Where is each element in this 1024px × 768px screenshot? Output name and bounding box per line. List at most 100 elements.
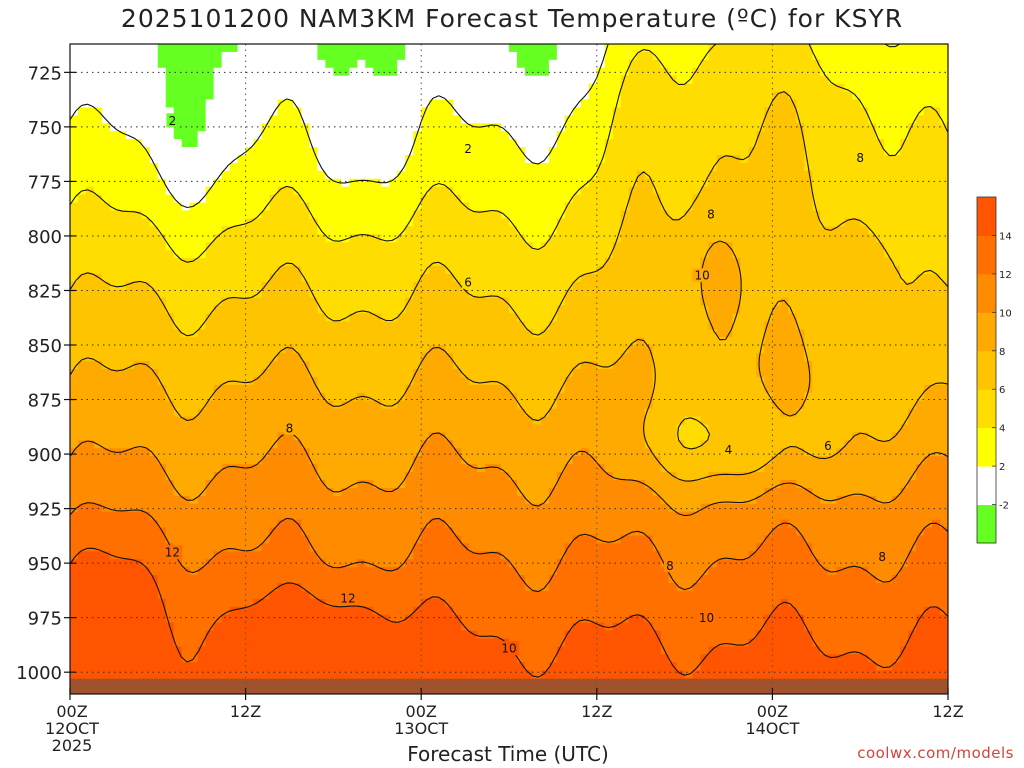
temperature-cell xyxy=(285,614,295,624)
temperature-cell xyxy=(501,543,510,552)
temperature-cell xyxy=(285,115,295,124)
temperature-cell xyxy=(197,392,207,402)
temperature-cell xyxy=(125,44,135,53)
temperature-cell xyxy=(197,535,207,544)
temperature-cell xyxy=(109,321,119,330)
temperature-cell xyxy=(293,273,303,283)
temperature-cell xyxy=(397,67,406,77)
temperature-cell xyxy=(469,242,478,251)
temperature-cell xyxy=(524,281,534,291)
temperature-cell xyxy=(365,281,374,291)
temperature-cell xyxy=(373,361,382,370)
temperature-cell xyxy=(301,448,311,457)
temperature-cell xyxy=(445,305,454,315)
temperature-cell xyxy=(189,297,199,307)
temperature-cell xyxy=(445,638,454,648)
temperature-cell xyxy=(532,543,542,552)
temperature-cell xyxy=(309,567,319,576)
temperature-cell xyxy=(397,527,406,537)
temperature-cell xyxy=(157,448,167,457)
temperature-cell xyxy=(157,345,167,354)
temperature-cell xyxy=(516,44,526,53)
temperature-cell xyxy=(70,416,79,426)
temperature-cell xyxy=(189,250,199,259)
temperature-cell xyxy=(357,622,366,632)
temperature-cell xyxy=(70,202,79,212)
temperature-cell xyxy=(261,250,271,259)
temperature-cell xyxy=(309,353,319,362)
temperature-cell xyxy=(461,170,470,180)
temperature-cell xyxy=(373,622,382,632)
temperature-cell xyxy=(237,416,247,426)
temperature-cell xyxy=(173,464,183,473)
temperature-cell xyxy=(197,91,207,101)
temperature-cell xyxy=(397,503,406,513)
temperature-cell xyxy=(261,234,271,243)
temperature-cell xyxy=(181,369,191,378)
temperature-cell xyxy=(461,590,470,600)
temperature-cell xyxy=(365,583,374,592)
temperature-cell xyxy=(133,583,143,592)
temperature-cell xyxy=(101,606,111,616)
temperature-cell xyxy=(493,400,502,410)
temperature-cell xyxy=(524,59,534,69)
temperature-cell xyxy=(477,487,486,497)
temperature-cell xyxy=(205,559,215,568)
temperature-cell xyxy=(485,416,494,426)
temperature-cell xyxy=(269,154,279,164)
temperature-cell xyxy=(413,583,422,592)
temperature-cell xyxy=(269,408,279,418)
temperature-cell xyxy=(469,408,478,418)
temperature-cell xyxy=(101,218,111,227)
temperature-cell xyxy=(285,408,295,418)
temperature-cell xyxy=(469,289,478,299)
temperature-cell xyxy=(157,670,167,679)
temperature-cell xyxy=(309,242,319,251)
temperature-cell xyxy=(213,622,223,632)
temperature-cell xyxy=(205,194,215,204)
temperature-cell xyxy=(389,186,398,196)
temperature-cell xyxy=(245,495,255,505)
temperature-cell xyxy=(277,265,287,275)
temperature-cell xyxy=(269,273,279,283)
temperature-cell xyxy=(269,479,279,489)
temperature-cell xyxy=(277,559,287,568)
temperature-cell xyxy=(437,384,446,394)
temperature-cell xyxy=(117,139,127,148)
temperature-cell xyxy=(365,519,374,529)
temperature-cell xyxy=(229,273,239,283)
temperature-cell xyxy=(77,353,87,362)
temperature-cell xyxy=(301,606,311,616)
temperature-cell xyxy=(213,186,223,196)
temperature-cell xyxy=(524,376,534,386)
temperature-cell xyxy=(125,575,135,584)
temperature-cell xyxy=(309,170,319,180)
temperature-cell xyxy=(165,583,175,592)
temperature-cell xyxy=(181,194,191,204)
temperature-cell xyxy=(269,131,279,140)
temperature-cell xyxy=(285,527,295,537)
temperature-cell xyxy=(325,51,334,61)
temperature-cell xyxy=(173,234,183,243)
temperature-cell xyxy=(245,115,255,124)
temperature-cell xyxy=(317,448,327,457)
temperature-cell xyxy=(197,353,207,362)
temperature-cell xyxy=(173,353,183,362)
temperature-cell xyxy=(421,361,430,370)
temperature-cell xyxy=(285,107,295,116)
temperature-cell xyxy=(493,178,502,188)
temperature-cell xyxy=(285,598,295,608)
temperature-cell xyxy=(373,654,382,663)
temperature-cell xyxy=(189,345,199,354)
temperature-cell xyxy=(109,210,119,219)
temperature-cell xyxy=(413,178,422,188)
temperature-cell xyxy=(141,265,151,275)
temperature-cell xyxy=(261,337,271,346)
temperature-cell xyxy=(173,527,183,537)
temperature-cell xyxy=(253,551,263,560)
temperature-cell xyxy=(540,313,550,323)
temperature-cell xyxy=(501,440,510,449)
temperature-cell xyxy=(93,218,103,227)
temperature-cell xyxy=(141,321,151,330)
temperature-cell xyxy=(485,337,494,346)
